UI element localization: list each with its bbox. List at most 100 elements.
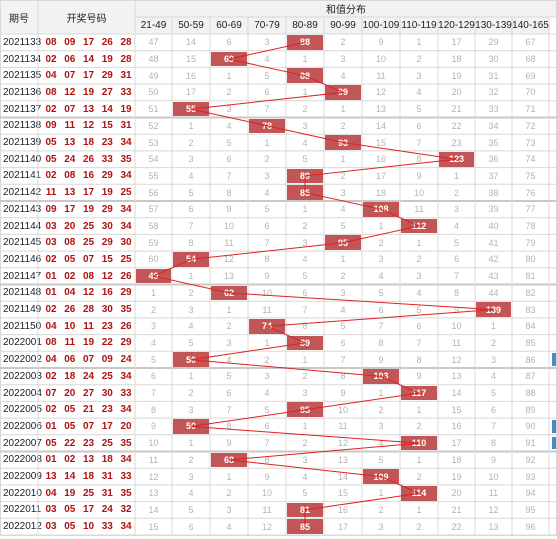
miss-count-cell: 5 <box>453 237 459 248</box>
drawn-number: 25 <box>101 370 113 382</box>
miss-count-cell: 10 <box>413 187 424 198</box>
miss-count-cell: 6 <box>226 154 232 165</box>
miss-count-cell: 2 <box>188 454 194 465</box>
miss-count-cell: 1 <box>378 488 384 499</box>
miss-count-cell: 3 <box>188 154 194 165</box>
drawn-numbers: 02 26 28 30 35 <box>38 301 135 318</box>
miss-count-cell: 5 <box>226 137 232 148</box>
drawn-number: 33 <box>101 521 113 533</box>
miss-count-cell: 11 <box>224 237 234 248</box>
drawn-number: 13 <box>64 187 76 199</box>
drawn-number: 08 <box>64 170 76 182</box>
miss-count-cell: 22 <box>451 521 462 532</box>
next-column-marker <box>552 436 557 450</box>
drawn-number: 27 <box>101 86 113 98</box>
issue-number: 2022006 <box>3 420 42 432</box>
drawn-number: 15 <box>101 120 113 132</box>
miss-count-cell: 2 <box>264 154 270 165</box>
issue-number: 2021143 <box>3 203 42 215</box>
issue-number: 2021138 <box>3 120 42 132</box>
drawn-number: 05 <box>64 404 76 416</box>
miss-count-cell: 13 <box>337 454 348 465</box>
drawn-number: 01 <box>45 454 57 466</box>
drawn-number: 18 <box>64 370 76 382</box>
issue-number: 2021144 <box>3 220 42 232</box>
miss-count-cell: 34 <box>488 120 499 131</box>
miss-count-cell: 2 <box>378 237 384 248</box>
miss-count-cell: 31 <box>488 70 499 81</box>
miss-count-cell: 17 <box>451 37 462 48</box>
miss-count-cell: 7 <box>188 221 194 232</box>
drawn-number: 04 <box>45 487 57 499</box>
miss-count-cell: 11 <box>451 337 462 348</box>
miss-count-cell: 2 <box>378 404 384 415</box>
drawn-numbers: 01 02 08 12 26 <box>38 268 135 285</box>
drawn-number: 05 <box>45 437 57 449</box>
hit-sum-cell: 81 <box>287 502 323 518</box>
miss-count-cell: 44 <box>488 287 499 298</box>
miss-count-cell: 5 <box>188 187 194 198</box>
drawn-number: 26 <box>64 304 76 316</box>
drawn-numbers: 03 20 25 30 34 <box>38 218 135 235</box>
drawn-number: 13 <box>82 103 95 115</box>
range-header-130-139: 130-139 <box>475 17 512 34</box>
drawn-number: 18 <box>82 471 95 483</box>
drawn-number: 24 <box>120 354 132 366</box>
miss-count-cell: 3 <box>226 504 232 515</box>
hit-sum-cell: 108 <box>363 202 399 217</box>
miss-count-cell: 4 <box>340 70 346 81</box>
drawn-number: 03 <box>45 220 57 232</box>
drawn-number: 26 <box>101 36 113 48</box>
drawn-number: 19 <box>101 187 113 199</box>
distribution-group-header: 和值分布 <box>135 0 557 17</box>
drawn-number: 02 <box>45 253 57 265</box>
drawn-number: 04 <box>45 320 57 332</box>
drawn-number: 23 <box>101 404 113 416</box>
miss-count-cell: 17 <box>337 521 348 532</box>
drawn-number: 26 <box>120 270 132 282</box>
miss-count-cell: 8 <box>264 254 270 265</box>
issue-number: 2022009 <box>3 471 42 483</box>
miss-count-cell: 7 <box>226 170 232 181</box>
miss-count-cell: 17 <box>375 170 386 181</box>
miss-count-cell: 3 <box>302 388 308 399</box>
range-header-90-99: 90-99 <box>324 17 362 34</box>
miss-count-cell: 89 <box>525 404 536 415</box>
miss-count-cell: 4 <box>302 137 308 148</box>
drawn-number: 22 <box>64 437 76 449</box>
drawn-numbers: 07 20 27 30 33 <box>38 385 135 402</box>
drawn-number: 21 <box>82 404 95 416</box>
drawn-number: 31 <box>101 487 113 499</box>
drawn-number: 17 <box>82 504 95 516</box>
drawn-numbers: 08 09 17 26 28 <box>38 34 135 51</box>
issue-number: 2021149 <box>3 304 42 316</box>
miss-count-cell: 90 <box>525 421 536 432</box>
drawn-numbers: 02 05 21 23 34 <box>38 401 135 418</box>
miss-count-cell: 3 <box>302 454 308 465</box>
miss-count-cell: 33 <box>488 104 499 115</box>
miss-count-cell: 2 <box>416 471 422 482</box>
miss-count-cell: 38 <box>488 187 499 198</box>
issue-number: 2021139 <box>3 137 42 149</box>
range-header-21-49: 21-49 <box>135 17 172 34</box>
drawn-number: 23 <box>82 437 95 449</box>
miss-count-cell: 2 <box>302 221 308 232</box>
miss-count-cell: 7 <box>226 404 232 415</box>
miss-count-cell: 1 <box>416 404 422 415</box>
issue-number: 2021142 <box>3 187 42 199</box>
drawn-number: 17 <box>64 203 76 215</box>
miss-count-cell: 7 <box>416 137 422 148</box>
issue-number: 2022004 <box>3 387 42 399</box>
miss-count-cell: 2 <box>226 87 232 98</box>
miss-count-cell: 6 <box>264 221 270 232</box>
miss-count-cell: 3 <box>490 354 496 365</box>
hit-sum-cell: 85 <box>287 519 323 534</box>
miss-count-cell: 5 <box>378 454 384 465</box>
drawn-numbers: 08 12 19 27 33 <box>38 84 135 101</box>
miss-count-cell: 12 <box>375 87 386 98</box>
miss-count-cell: 69 <box>525 70 536 81</box>
miss-count-cell: 10 <box>488 471 499 482</box>
issue-column-header: 期号 <box>0 0 38 34</box>
issue-number: 2021148 <box>3 287 42 299</box>
miss-count-cell: 6 <box>226 388 232 399</box>
